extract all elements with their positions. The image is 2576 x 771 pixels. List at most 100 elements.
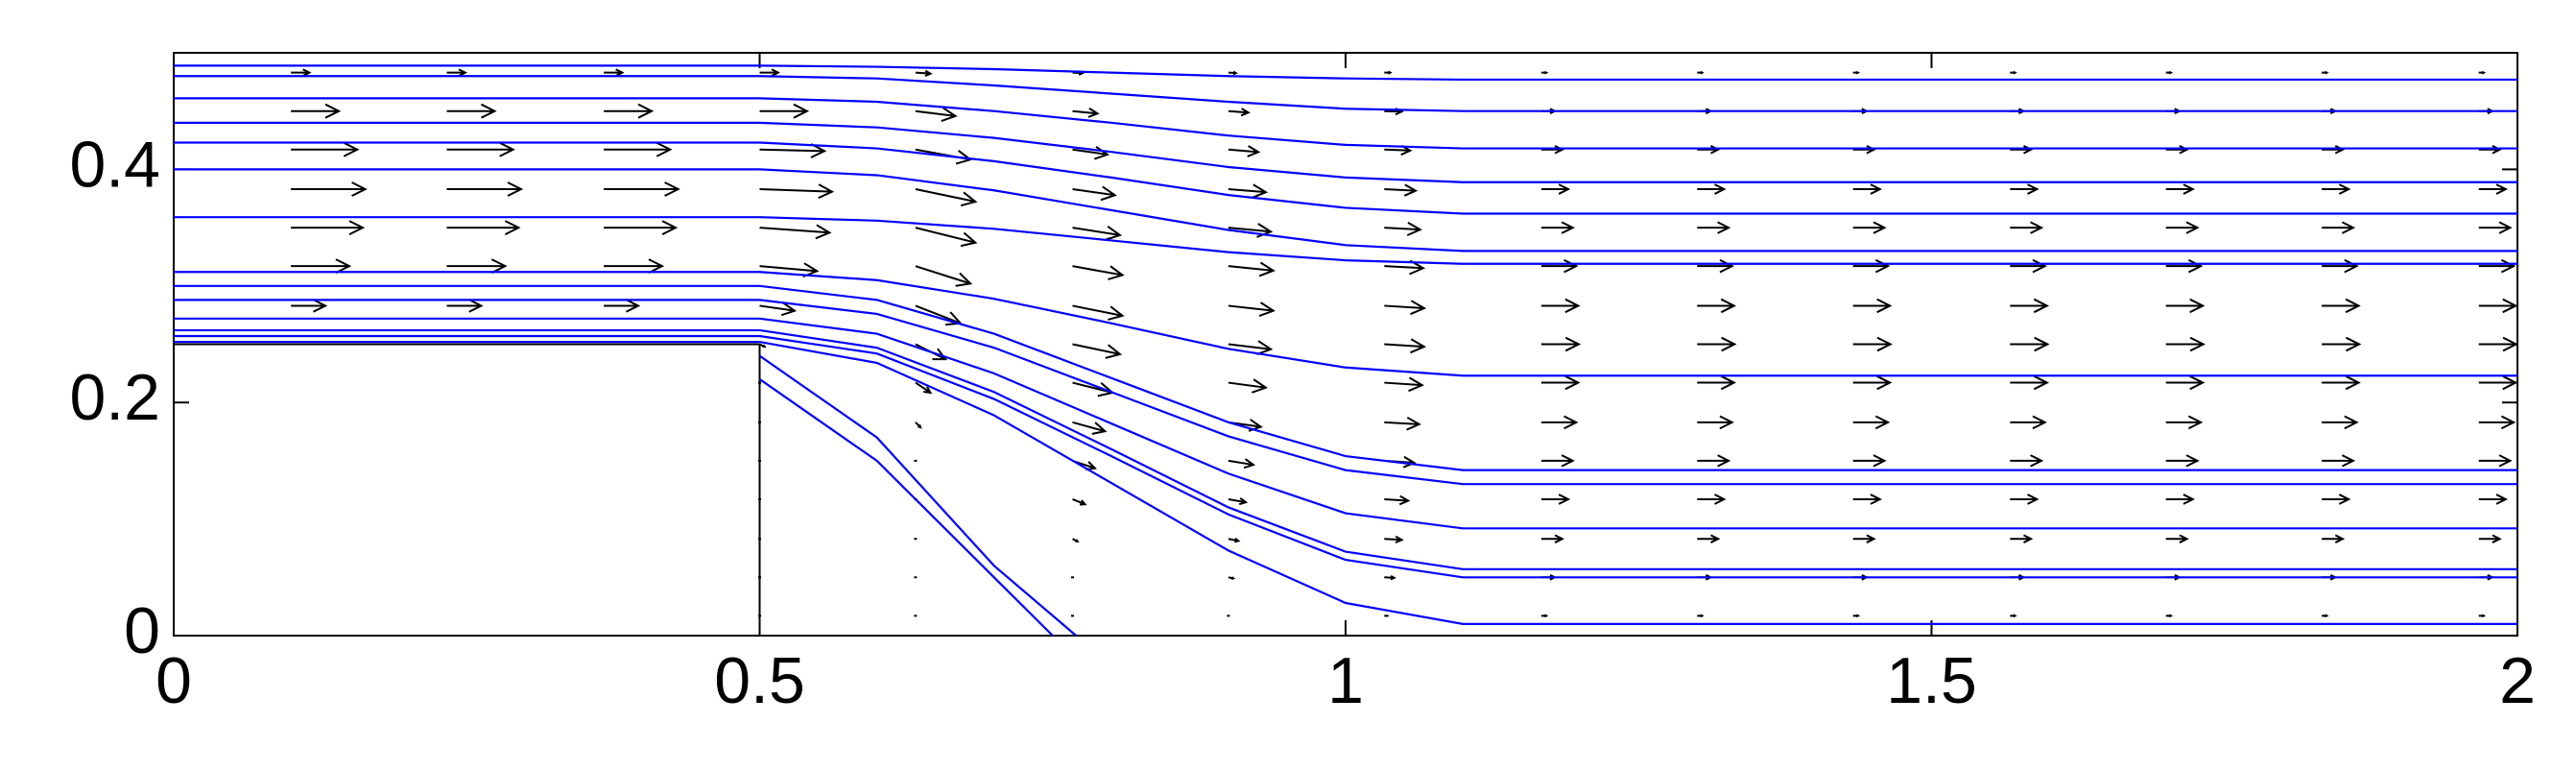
velocity-arrow xyxy=(291,299,328,313)
velocity-arrow xyxy=(2322,415,2359,430)
velocity-arrow xyxy=(1852,298,1893,314)
velocity-arrow xyxy=(1697,221,1731,234)
velocity-arrow xyxy=(1228,261,1276,277)
velocity-arrow xyxy=(1697,534,1721,543)
velocity-arrow xyxy=(1384,376,1425,393)
velocity-arrow xyxy=(2165,70,2174,75)
velocity-arrow xyxy=(1540,336,1582,352)
velocity-arrow xyxy=(1852,70,1861,75)
y-tick-label: 0.2 xyxy=(69,361,160,434)
velocity-arrow xyxy=(915,227,978,248)
streamline xyxy=(174,284,2517,471)
velocity-arrow xyxy=(604,299,641,313)
velocity-arrow xyxy=(2010,145,2034,155)
velocity-arrow xyxy=(2322,298,2361,314)
velocity-arrow xyxy=(2322,258,2359,274)
velocity-arrow xyxy=(1540,415,1579,430)
velocity-arrow xyxy=(1228,576,1236,580)
velocity-arrow xyxy=(2010,494,2039,505)
velocity-arrow xyxy=(2478,374,2518,391)
velocity-arrow xyxy=(1228,108,1251,117)
y-tick-label: 0 xyxy=(124,594,160,667)
velocity-arrow xyxy=(1384,222,1422,236)
velocity-arrow xyxy=(2010,258,2047,274)
velocity-arrow xyxy=(446,220,521,235)
velocity-arrow xyxy=(2010,336,2050,352)
velocity-arrow xyxy=(2165,534,2189,543)
velocity-arrow xyxy=(1384,338,1427,354)
velocity-arrow xyxy=(1228,496,1249,506)
velocity-arrow xyxy=(2010,614,2017,618)
velocity-arrow xyxy=(1072,185,1117,202)
velocity-arrow xyxy=(759,183,835,200)
velocity-arrow xyxy=(291,141,360,157)
velocity-arrow xyxy=(759,343,767,349)
velocity-arrow xyxy=(1384,183,1419,197)
velocity-arrow xyxy=(759,103,810,119)
streamline xyxy=(174,216,2517,265)
velocity-arrow xyxy=(2478,614,2487,618)
streamline xyxy=(758,378,1054,637)
velocity-arrow xyxy=(2478,258,2516,274)
velocity-arrow xyxy=(1384,416,1421,431)
streamline xyxy=(174,168,2517,253)
velocity-arrow xyxy=(2165,415,2204,430)
streamline xyxy=(174,334,2517,579)
streamline xyxy=(174,141,2517,215)
velocity-arrow xyxy=(446,103,497,119)
x-tick-label: 0.5 xyxy=(714,644,805,717)
velocity-arrow xyxy=(291,258,352,275)
velocity-arrow xyxy=(915,381,933,395)
velocity-arrow xyxy=(1384,70,1393,75)
velocity-arrow xyxy=(446,68,467,77)
velocity-arrow xyxy=(1072,421,1108,435)
velocity-arrow xyxy=(2478,534,2502,543)
velocity-arrow xyxy=(1852,183,1883,195)
velocity-arrow xyxy=(1228,378,1269,394)
velocity-arrow xyxy=(2478,454,2513,468)
velocity-arrow xyxy=(604,68,625,77)
x-tick-label: 1.5 xyxy=(1886,644,1977,717)
velocity-arrow xyxy=(446,181,524,197)
velocity-arrow xyxy=(604,141,673,157)
velocity-arrow xyxy=(2478,183,2509,195)
velocity-arrow xyxy=(2010,221,2044,234)
velocity-arrow xyxy=(2322,221,2356,234)
velocity-arrow xyxy=(604,258,665,275)
velocity-arrow xyxy=(2322,336,2362,352)
velocity-arrow xyxy=(1384,614,1390,617)
velocity-arrow xyxy=(2010,298,2050,314)
velocity-arrow xyxy=(1540,374,1581,391)
velocity-arrow xyxy=(915,188,978,207)
velocity-arrow xyxy=(446,258,508,275)
velocity-arrow xyxy=(446,299,484,313)
velocity-arrow xyxy=(2322,145,2346,155)
velocity-arrow xyxy=(2010,374,2050,391)
velocity-arrow xyxy=(2165,336,2206,352)
velocity-arrow xyxy=(2165,183,2196,195)
velocity-arrow xyxy=(1697,454,1731,468)
velocity-arrow xyxy=(1540,454,1575,468)
x-tick-label: 2 xyxy=(2499,644,2536,717)
velocity-arrow xyxy=(1697,415,1734,430)
velocity-arrow xyxy=(2165,145,2189,155)
streamline xyxy=(174,328,2517,570)
velocity-arrow xyxy=(1228,340,1274,355)
velocity-arrow xyxy=(1072,107,1100,118)
velocity-arrow xyxy=(446,141,515,157)
velocity-arrow xyxy=(915,107,958,123)
velocity-arrow xyxy=(1540,221,1575,234)
velocity-arrow xyxy=(1852,534,1876,543)
velocity-arrow xyxy=(2010,534,2034,543)
velocity-arrow xyxy=(1540,298,1581,314)
streamline xyxy=(174,271,2517,377)
velocity-arrow xyxy=(2010,454,2044,468)
velocity-arrow xyxy=(2165,494,2196,505)
velocity-arrow xyxy=(759,224,832,240)
velocity-arrow xyxy=(2322,183,2351,195)
velocity-arrow xyxy=(2322,70,2329,75)
velocity-arrow xyxy=(291,181,368,197)
velocity-arrow xyxy=(915,265,973,287)
velocity-arrow xyxy=(1697,258,1734,274)
